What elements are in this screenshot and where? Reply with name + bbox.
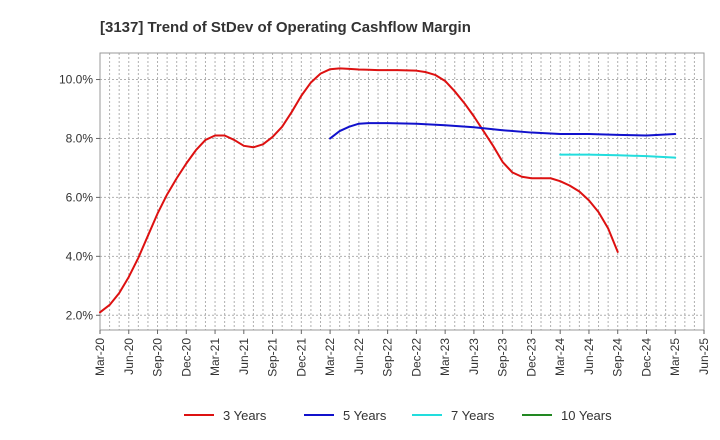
- x-tick-label: Jun-24: [582, 338, 596, 375]
- y-axis-ticks: 2.0% 4.0% 6.0% 8.0% 10.0%: [59, 73, 100, 322]
- x-tick-label: Mar-20: [93, 338, 107, 376]
- x-tick-label: Mar-22: [323, 338, 337, 376]
- legend: 3 Years 5 Years 7 Years 10 Years: [184, 408, 612, 423]
- y-tick-label: 10.0%: [59, 73, 93, 87]
- x-tick-label: Sep-22: [381, 338, 395, 377]
- x-tick-label: Jun-22: [352, 338, 366, 375]
- series-line-5-years: [329, 122, 677, 140]
- x-tick-label: Sep-24: [611, 338, 625, 377]
- x-tick-label: Mar-23: [438, 338, 452, 376]
- chart-title: [3137] Trend of StDev of Operating Cashf…: [100, 19, 471, 36]
- x-tick-label: Jun-20: [122, 338, 136, 375]
- x-tick-label: Jun-23: [467, 338, 481, 375]
- y-tick-label: 6.0%: [66, 190, 94, 204]
- legend-label: 10 Years: [561, 408, 612, 423]
- y-tick-label: 2.0%: [66, 308, 94, 322]
- x-tick-label: Mar-25: [668, 338, 682, 376]
- x-tick-label: Dec-20: [179, 338, 193, 377]
- x-axis-ticks: Mar-20 Jun-20 Sep-20 Dec-20 Mar-21 Jun-21 Sep-…: [93, 330, 711, 377]
- y-tick-label: 4.0%: [66, 249, 94, 263]
- x-tick-label: Mar-24: [553, 338, 567, 376]
- x-tick-label: Jun-25: [697, 338, 711, 375]
- grid-layer: [100, 53, 704, 330]
- series-line-7-years: [559, 153, 677, 159]
- legend-label: 5 Years: [343, 408, 387, 423]
- x-tick-label: Sep-20: [151, 338, 165, 377]
- x-tick-label: Sep-23: [496, 338, 510, 377]
- x-tick-label: Sep-21: [266, 338, 280, 377]
- legend-label: 3 Years: [223, 408, 267, 423]
- series-layer: [99, 67, 677, 314]
- x-tick-label: Dec-21: [294, 338, 308, 377]
- y-tick-label: 8.0%: [66, 131, 94, 145]
- x-tick-label: Mar-21: [208, 338, 222, 376]
- x-tick-label: Dec-23: [524, 338, 538, 377]
- x-tick-label: Dec-24: [639, 338, 653, 377]
- x-tick-label: Jun-21: [237, 338, 251, 375]
- legend-label: 7 Years: [451, 408, 495, 423]
- series-line-3-years: [99, 67, 619, 314]
- x-tick-label: Dec-22: [409, 338, 423, 377]
- plot-frame: [99, 52, 705, 331]
